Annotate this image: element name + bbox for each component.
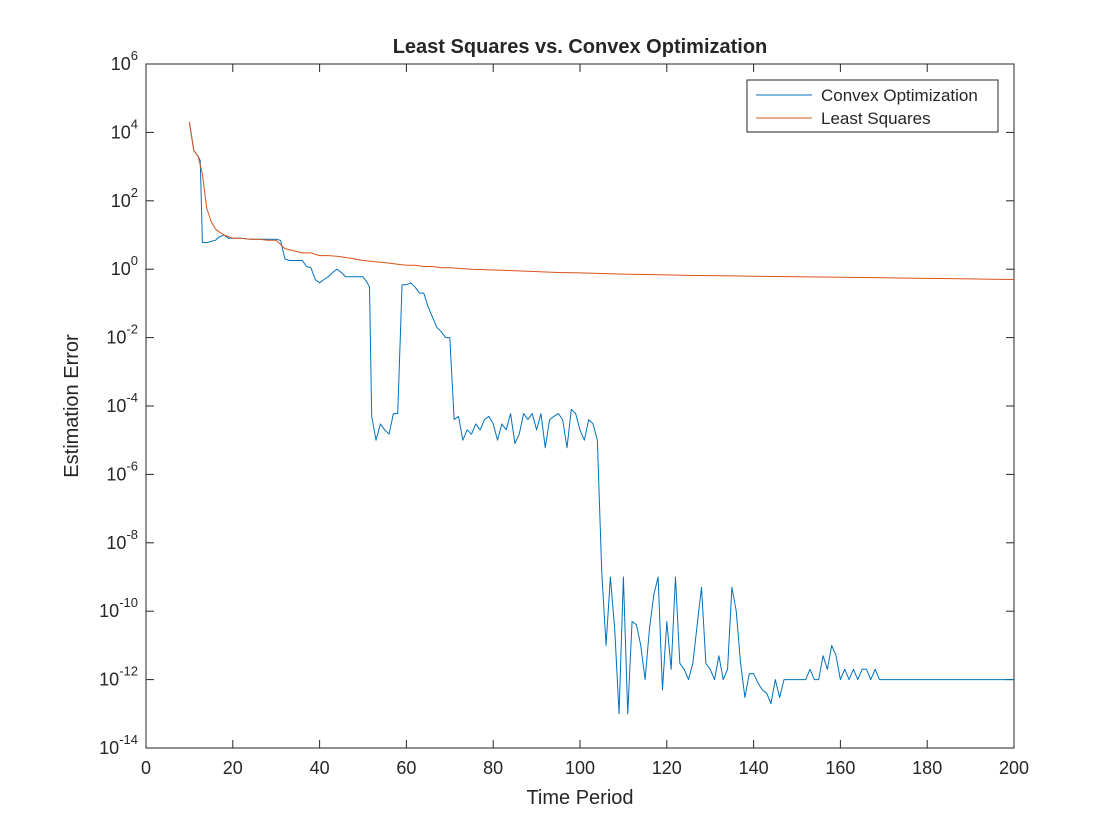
series-line-least-squares: [188, 122, 1015, 280]
x-tick-label: 120: [652, 758, 682, 778]
x-tick-label: 40: [310, 758, 330, 778]
x-tick-label: 160: [825, 758, 855, 778]
legend-box: [746, 79, 999, 133]
x-tick-label: 80: [483, 758, 503, 778]
x-axis-label: Time Period: [526, 787, 633, 809]
y-axis-label: Estimation Error: [61, 334, 83, 478]
x-tick-label: 0: [141, 758, 151, 778]
x-tick-label: 100: [565, 758, 595, 778]
legend-label-convex-optimization: Convex Optimization: [821, 86, 978, 105]
series-lines: [188, 122, 1015, 715]
x-tick-label: 180: [912, 758, 942, 778]
x-tick-label: 200: [999, 758, 1029, 778]
axes-box: [145, 63, 1015, 749]
legend-label-least-squares: Least Squares: [821, 109, 931, 128]
x-tick-label: 140: [739, 758, 769, 778]
plot-area: 0 20 40 60 80 100 120 140 160 180 200 10-1410-1210…: [99, 48, 1029, 778]
x-axis-ticks: 0 20 40 60 80 100 120 140 160 180 200: [141, 64, 1029, 778]
x-tick-label: 60: [396, 758, 416, 778]
legend: Convex Optimization Least Squares: [746, 79, 999, 133]
series-line-convex-optimization: [188, 122, 1014, 715]
chart-title: Least Squares vs. Convex Optimization: [393, 36, 768, 58]
x-tick-label: 20: [223, 758, 243, 778]
